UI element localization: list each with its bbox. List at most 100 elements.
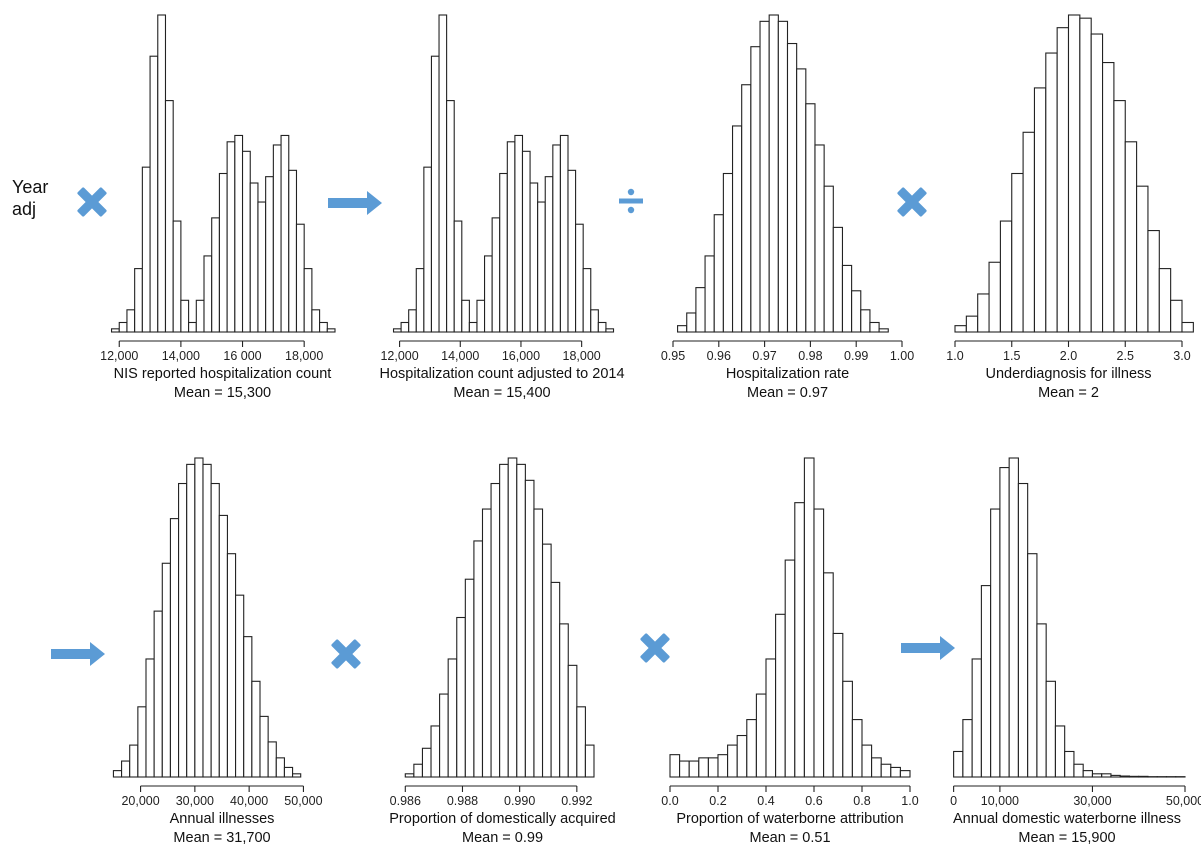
histogram-bar [507,457,518,778]
histogram-bar [768,14,779,333]
x-axis-label: Underdiagnosis for illness [985,366,1151,382]
x-axis-label: Annual illnesses [170,811,275,827]
histogram-bar [499,463,509,778]
histogram-bar [1082,770,1093,778]
histogram-bar [999,467,1010,778]
histogram-bar [552,144,561,333]
histogram-bar [464,578,475,778]
histogram-bar [567,169,577,333]
histogram-bar [878,328,889,333]
histogram-bar [186,463,196,778]
histogram-bar [423,166,432,333]
histogram-bar [1054,725,1066,778]
histogram-bar [421,747,432,778]
histogram-bar [590,309,599,333]
x-axis-label: Proportion of waterborne attribution [676,811,903,827]
histogram-bar [461,299,470,333]
histogram-bar [584,744,595,778]
histogram-bar [537,201,546,333]
x-tick-label: 18,000 [563,349,601,363]
histogram-bar [832,632,844,778]
histogram-bar [980,585,992,778]
histogram-bar [430,725,441,778]
histogram-bar [265,176,274,333]
histogram-bar [292,773,302,778]
histogram-bar [786,42,798,333]
histogram-bar [499,172,508,333]
year-adj-line1: Year [12,177,49,197]
x-tick-label: 0.988 [447,794,478,808]
x-tick-label: 0.986 [390,794,421,808]
x-tick-label: 2.0 [1060,349,1077,363]
histogram-bar [392,328,402,333]
histogram-bar [439,693,449,778]
histogram-bar [814,144,825,333]
year-adj-label: Year adj [12,176,48,220]
histogram-bar [275,757,285,778]
x-tick-label: 0.992 [561,794,592,808]
histogram-bar [257,201,267,333]
histogram-bar [953,750,964,778]
histogram-bar [746,719,757,778]
histogram-bar [1079,17,1092,333]
histogram-bar [823,185,834,333]
histogram-bar [965,315,979,333]
histogram-bar [750,46,761,333]
histogram-bar [832,226,844,333]
histogram-bar [118,321,128,333]
x-tick-label: 1.5 [1003,349,1020,363]
histogram-bar [438,14,448,333]
histogram-bar [153,610,163,778]
histogram-bar [971,658,982,778]
x-tick-label: 40,000 [230,794,268,808]
histogram-bar [226,553,237,778]
histogram-bar [453,220,463,333]
histogram-bar [713,214,724,333]
x-axis-label: Hospitalization rate [726,366,849,382]
histogram-bar [415,268,425,333]
histogram-bar [483,255,493,333]
mean-label: Mean = 15,400 [453,385,550,401]
histogram-bar [295,223,305,333]
histogram-bar [404,773,415,778]
x-tick-label: 14,000 [162,349,200,363]
x-tick-label: 14,000 [441,349,479,363]
histogram-bar [1181,321,1194,333]
histogram-bar [126,309,136,333]
mean-label: Mean = 31,700 [173,830,270,846]
histogram-bar [704,255,715,333]
histogram-bar [514,134,524,333]
mean-label: Mean = 0.97 [747,385,828,401]
histogram-bar [575,223,584,333]
mean-label: Mean = 15,900 [1018,830,1115,846]
histogram-bar [990,508,1001,778]
histogram-bar [803,457,815,778]
histogram-bar [597,321,607,333]
histogram-bar [303,268,313,333]
histogram-bar [1113,100,1126,333]
histogram-bar [541,543,552,778]
histogram-bar [794,502,805,778]
histogram-bar [211,217,220,333]
histogram-bar [880,763,892,778]
histogram-bar [1056,27,1070,333]
histogram-bar [755,693,767,778]
histogram-bar [210,482,220,778]
x-tick-label: 30,000 [1073,794,1111,808]
histogram-bar [456,616,466,778]
histogram-bar [576,706,586,778]
x-tick-label: 10,000 [981,794,1019,808]
histogram-bar [280,134,290,333]
histogram-bar [731,125,743,333]
x-tick-label: 20,000 [121,794,159,808]
histogram-bar [1033,87,1047,333]
histogram-bar [727,744,738,778]
histogram-bar [516,463,526,778]
histogram-bar [1110,774,1121,778]
histogram-bar [249,182,259,333]
x-tick-label: 0.2 [709,794,726,808]
histogram-bar [841,264,853,333]
histogram-bar [559,623,569,778]
histogram-bar [400,321,410,333]
histogram-bar [413,763,423,778]
